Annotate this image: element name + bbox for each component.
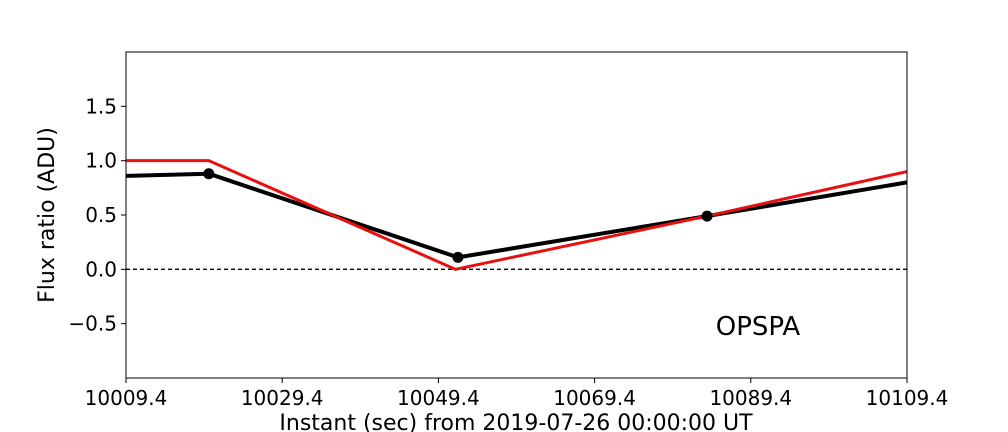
x-tick-label: 10069.4 <box>553 386 636 410</box>
x-axis-label: Instant (sec) from 2019-07-26 00:00:00 U… <box>279 411 753 432</box>
y-tick-label: 0.5 <box>85 203 117 227</box>
x-tick-label: 10009.4 <box>85 386 168 410</box>
x-tick-label: 10049.4 <box>397 386 480 410</box>
series-0-point <box>203 168 215 180</box>
y-tick-label: −0.5 <box>68 312 117 336</box>
x-tick-label: 10029.4 <box>241 386 324 410</box>
x-tick-label: 10109.4 <box>866 386 949 410</box>
y-axis-label: Flux ratio (ADU) <box>35 127 60 303</box>
annotation-label: OPSPA <box>716 312 801 342</box>
y-tick-label: 0.0 <box>85 257 117 281</box>
plot-area <box>126 52 907 378</box>
series-0-point <box>701 210 713 222</box>
y-tick-label: 1.0 <box>85 149 117 173</box>
series-0-point <box>452 251 464 263</box>
series-1-line <box>126 159 907 271</box>
y-tick-label: 1.5 <box>85 94 117 118</box>
x-tick-label: 10089.4 <box>709 386 792 410</box>
